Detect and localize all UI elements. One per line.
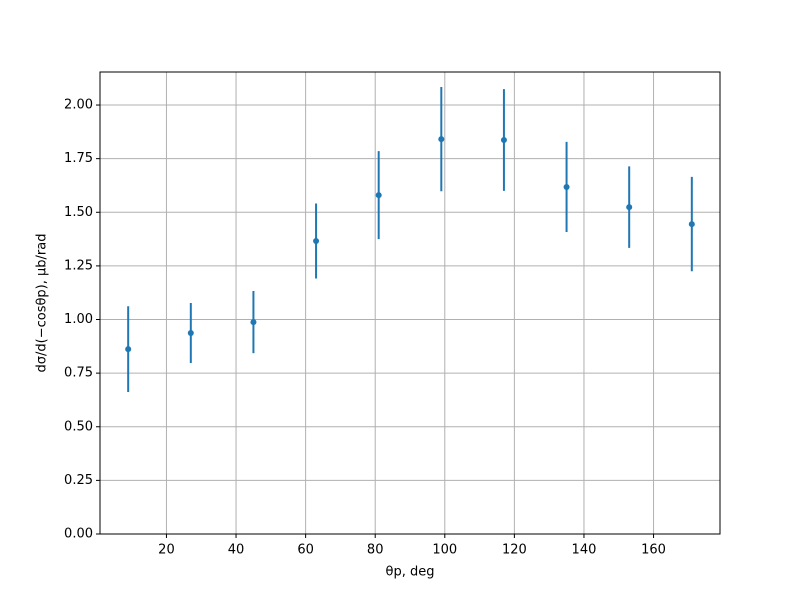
y-tick-label: 0.00 [64,527,93,542]
y-tick-label: 1.50 [64,205,93,220]
data-point [125,346,132,353]
y-tick-label: 1.25 [64,258,93,273]
x-tick-label: 160 [641,543,666,558]
x-tick-label: 40 [228,543,245,558]
x-tick-label: 120 [502,543,527,558]
y-tick-label: 0.50 [64,419,93,434]
data-point [438,136,445,143]
data-point [375,192,382,199]
data-point [500,136,507,143]
y-axis-label: dσ/d(−cosθp), μb/rad [35,234,50,373]
x-tick-label: 60 [297,543,314,558]
y-tick-label: 0.25 [64,473,93,488]
x-tick-label: 20 [158,543,175,558]
x-axis-label: θp, deg [386,565,435,580]
data-point [563,183,570,190]
y-tick-label: 1.00 [64,312,93,327]
data-point [313,238,320,245]
plot-frame [99,71,721,535]
y-tick-label: 2.00 [64,98,93,113]
x-tick-label: 100 [432,543,457,558]
data-point [250,319,257,326]
data-point [626,204,633,211]
x-tick-label: 80 [367,543,384,558]
data-point [688,221,695,228]
x-tick-label: 140 [572,543,597,558]
y-tick-label: 0.75 [64,366,93,381]
y-tick-label: 1.75 [64,151,93,166]
data-point [187,330,194,337]
